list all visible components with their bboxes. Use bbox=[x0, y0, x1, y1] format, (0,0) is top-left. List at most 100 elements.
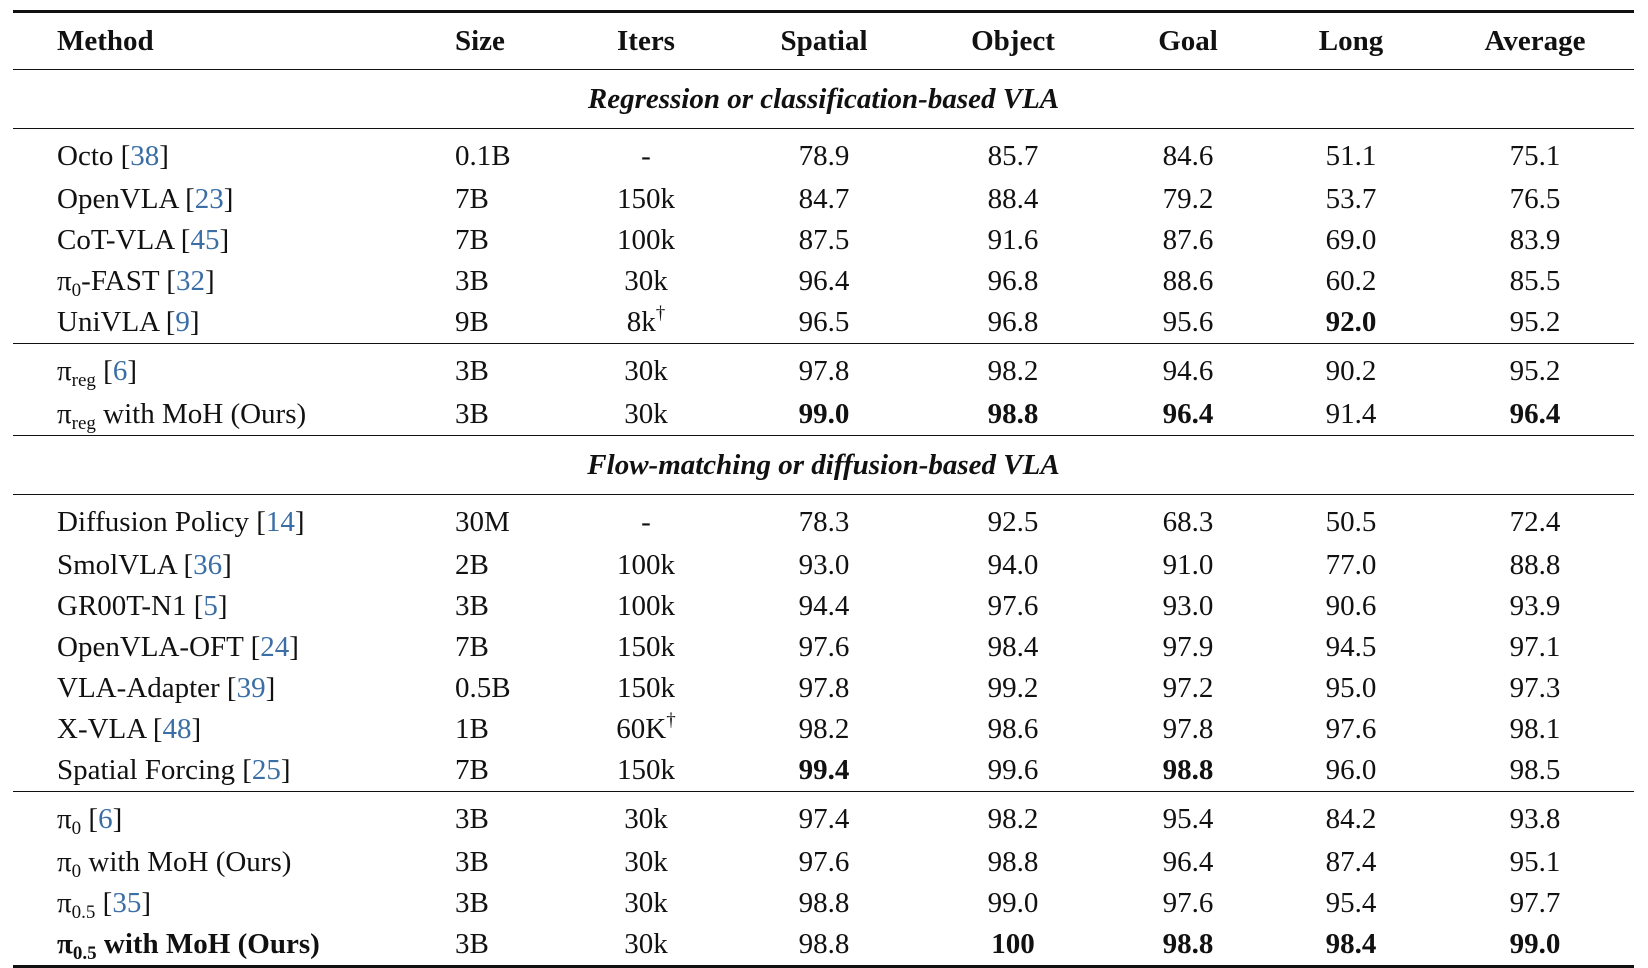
text-segment: ] bbox=[217, 590, 228, 622]
value-cell: 68.3 bbox=[1162, 505, 1214, 538]
method-cell: Octo [38] bbox=[13, 129, 440, 180]
text-segment: UniVLA [ bbox=[57, 306, 176, 338]
text-segment: GR00T-N1 [ bbox=[57, 590, 204, 622]
value-cell: 94.6 bbox=[1110, 343, 1266, 394]
table-row: Spatial Forcing [25] 7B 150k 99.4 99.6 98.8 96… bbox=[13, 750, 1634, 792]
value-cell: 100k bbox=[617, 549, 675, 581]
text-segment: ] bbox=[191, 713, 202, 745]
value-cell: 97.2 bbox=[1162, 672, 1214, 704]
text-segment: ] bbox=[112, 802, 123, 835]
table-row: π0 with MoH (Ours) 3B 30k 97.6 98.8 96.4 87.4 9… bbox=[13, 842, 1634, 883]
text-segment: VLA-Adapter [ bbox=[57, 672, 237, 704]
value-cell: 3B bbox=[440, 924, 560, 968]
value-cell: 99.6 bbox=[987, 754, 1039, 786]
value-cell: 95.6 bbox=[1162, 306, 1214, 338]
value-cell: 30k bbox=[560, 924, 732, 968]
value-cell: - bbox=[641, 505, 651, 538]
section-row: Regression or classification-based VLA bbox=[13, 69, 1634, 129]
text-segment: π bbox=[57, 398, 72, 430]
column-header: Size bbox=[440, 10, 560, 70]
citation: 23 bbox=[194, 183, 224, 215]
value-cell: 78.3 bbox=[798, 505, 850, 538]
value-cell: 60K† bbox=[560, 709, 732, 750]
value-cell: 98.5 bbox=[1509, 754, 1561, 786]
value-cell: 97.6 bbox=[798, 631, 850, 663]
value-cell: 8k† bbox=[560, 302, 732, 344]
value-cell: 91.0 bbox=[1162, 549, 1214, 581]
citation: 6 bbox=[98, 802, 113, 835]
results-table: Method Size Iters Spatial Object Goal Long Aver… bbox=[13, 10, 1634, 968]
value-cell: 150k bbox=[617, 672, 675, 704]
text-segment: ] bbox=[222, 549, 232, 581]
method-cell: OpenVLA-OFT [24] bbox=[13, 627, 440, 668]
value-cell: 3B bbox=[455, 265, 489, 297]
value-cell: 96.4 bbox=[1162, 398, 1214, 430]
value-cell: 96.4 bbox=[1509, 398, 1561, 430]
value-cell: 96.8 bbox=[987, 265, 1039, 297]
text-segment: ] bbox=[223, 183, 234, 215]
method-cell: π0.5 with MoH (Ours) bbox=[13, 924, 440, 968]
method-cell: UniVLA [9] bbox=[13, 302, 440, 344]
value-cell: 95.4 bbox=[1325, 887, 1377, 919]
value-cell: 0.1B bbox=[455, 139, 511, 172]
value-cell: 85.7 bbox=[987, 139, 1039, 172]
text-segment: † bbox=[666, 710, 676, 731]
table-row: GR00T-N1 [5] 3B 100k 94.4 97.6 93.0 90.6 93.9 bbox=[13, 586, 1634, 627]
value-cell: 97.6 bbox=[798, 846, 850, 878]
value-cell: 30M bbox=[455, 505, 510, 538]
value-cell: 98.6 bbox=[987, 713, 1039, 745]
value-cell: 94.5 bbox=[1325, 631, 1377, 663]
value-cell: 95.2 bbox=[1509, 306, 1561, 338]
value-cell: 30k bbox=[624, 846, 668, 878]
table-row: Diffusion Policy [14] 30M - 78.3 92.5 68.3 50.… bbox=[13, 495, 1634, 546]
method-cell: OpenVLA [23] bbox=[13, 179, 440, 220]
method-cell: π0-FAST [32] bbox=[13, 261, 440, 302]
table-row: Octo [38] 0.1B - 78.9 85.7 84.6 51.1 75.1 bbox=[13, 129, 1634, 180]
value-cell: 51.1 bbox=[1325, 139, 1377, 172]
value-cell: 97.3 bbox=[1509, 672, 1561, 704]
value-cell: 98.8 bbox=[732, 924, 916, 968]
citation: 39 bbox=[236, 672, 266, 704]
citation: 25 bbox=[251, 754, 281, 786]
value-cell: 96.8 bbox=[987, 306, 1039, 338]
text-segment: -FAST [ bbox=[81, 265, 176, 297]
text-segment: OpenVLA [ bbox=[57, 183, 195, 215]
value-cell: 91.4 bbox=[1325, 398, 1377, 430]
text-segment: π bbox=[57, 802, 72, 835]
text-segment: 0.5 bbox=[71, 902, 96, 923]
value-cell: 93.0 bbox=[1162, 590, 1214, 622]
value-cell: 60.2 bbox=[1325, 265, 1377, 297]
value-cell: 97.6 bbox=[1162, 887, 1214, 919]
method-cell: π0.5 [35] bbox=[13, 883, 440, 924]
value-cell: 90.2 bbox=[1266, 343, 1436, 394]
table-row: π0.5 with MoH (Ours) 3B 30k 98.8 100 98.8 98.4… bbox=[13, 924, 1634, 968]
value-cell: 75.1 bbox=[1509, 139, 1561, 172]
method-cell: πreg with MoH (Ours) bbox=[13, 394, 440, 436]
value-cell: 98.4 bbox=[987, 631, 1039, 663]
value-cell: 92.5 bbox=[987, 505, 1039, 538]
text-segment: π bbox=[57, 846, 72, 878]
value-cell: 30k bbox=[624, 887, 668, 919]
method-cell: π0 [6] bbox=[13, 791, 440, 842]
value-cell: 97.8 bbox=[732, 343, 916, 394]
method-cell: πreg [6] bbox=[13, 343, 440, 394]
citation: 45 bbox=[190, 224, 220, 256]
table-header: Method Size Iters Spatial Object Goal Long Aver… bbox=[13, 10, 1634, 70]
value-cell: 1B bbox=[455, 713, 489, 745]
text-segment: π bbox=[57, 354, 72, 387]
value-cell: 96.4 bbox=[1162, 846, 1214, 878]
value-cell: 95.2 bbox=[1436, 343, 1634, 394]
value-cell: 100 bbox=[916, 924, 1110, 968]
text-segment: X-VLA [ bbox=[57, 713, 163, 745]
table-row: π0 [6] 3B 30k 97.4 98.2 95.4 84.2 93.8 bbox=[13, 791, 1634, 842]
text-segment: OpenVLA-OFT [ bbox=[57, 631, 261, 663]
column-header: Average bbox=[1436, 10, 1634, 70]
value-cell: 7B bbox=[455, 631, 489, 663]
text-segment: with MoH (Ours) bbox=[81, 846, 292, 878]
value-cell: 98.4 bbox=[1266, 924, 1436, 968]
column-header: Iters bbox=[560, 10, 732, 70]
text-segment: Octo [ bbox=[57, 139, 131, 172]
value-cell: 76.5 bbox=[1509, 183, 1561, 215]
table-body: Regression or classification-based VLA Oc… bbox=[13, 69, 1634, 968]
